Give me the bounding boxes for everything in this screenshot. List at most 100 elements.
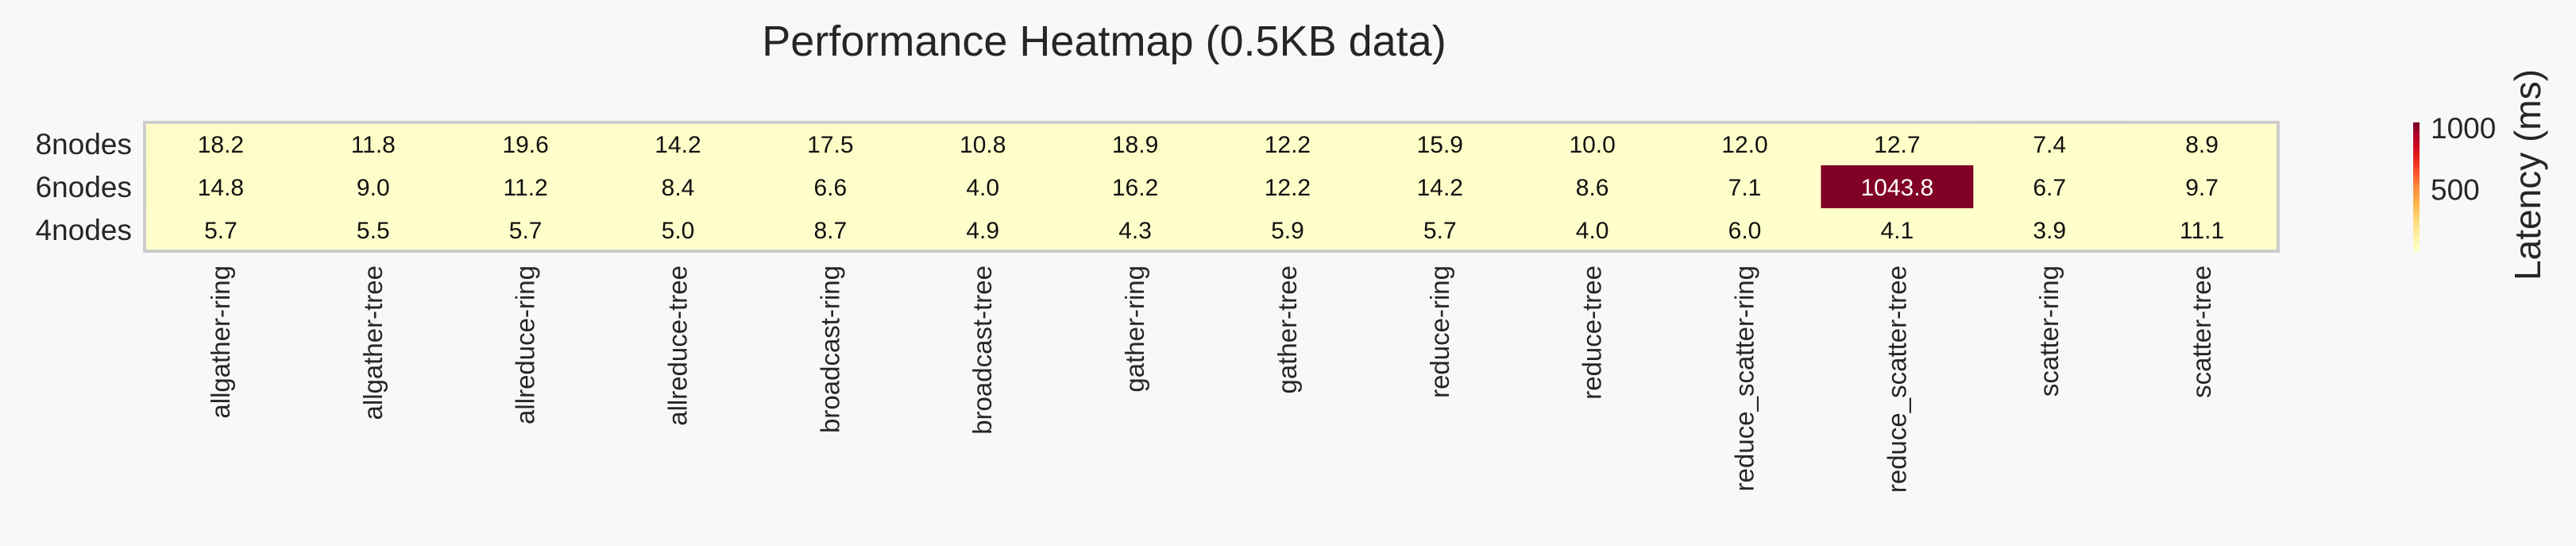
cell-value-label: 5.7 [204, 218, 238, 244]
colorbar-segment [2413, 210, 2420, 213]
colorbar-segment [2413, 158, 2420, 162]
colorbar-segment [2413, 234, 2420, 237]
heatmap-cell [1821, 208, 1974, 252]
heatmap-cell [2126, 165, 2279, 209]
heatmap-cell [906, 165, 1060, 209]
heatmap-cell [1516, 165, 1670, 209]
colorbar-segment [2413, 163, 2420, 166]
cell-value-label: 6.6 [813, 175, 847, 201]
cell-value-label: 18.9 [1112, 132, 1158, 158]
heatmap-cell [601, 165, 755, 209]
row-label: 6nodes [36, 171, 132, 203]
cell-value-label: 4.9 [966, 218, 999, 244]
column-label: broadcast-ring [815, 265, 844, 433]
colorbar-segment [2413, 172, 2420, 175]
colorbar-segment [2413, 129, 2420, 132]
cell-value-label: 14.2 [655, 132, 701, 158]
colorbar-segment [2413, 137, 2420, 141]
heatmap-cell [906, 122, 1060, 166]
heatmap-cell [296, 165, 450, 209]
colorbar-segment [2413, 124, 2420, 127]
row-labels: 8nodes 6nodes 4nodes [36, 128, 132, 246]
heatmap-cell [1668, 165, 1821, 209]
colorbar-segment [2413, 178, 2420, 181]
colorbar-segment [2413, 187, 2420, 190]
cell-value-label: 15.9 [1417, 132, 1463, 158]
colorbar-label: Latency (ms) [2507, 69, 2548, 281]
colorbar-segment [2413, 148, 2420, 151]
cell-value-label: 9.7 [2185, 175, 2219, 201]
heatmap-cell [145, 165, 298, 209]
heatmap-cell [1668, 208, 1821, 252]
heatmap-cell [1363, 208, 1517, 252]
heatmap-cell [2126, 122, 2279, 166]
column-label: allreduce-ring [511, 265, 540, 424]
colorbar-segment [2413, 199, 2420, 203]
heatmap-cell [1211, 165, 1365, 209]
colorbar-segment [2413, 130, 2420, 134]
column-label: gather-tree [1273, 265, 1302, 393]
heatmap-cell [601, 208, 755, 252]
colorbar-segment [2413, 122, 2420, 126]
column-label: scatter-tree [2187, 265, 2216, 398]
colorbar-segment [2413, 141, 2420, 145]
column-label: reduce-tree [1578, 265, 1607, 400]
colorbar-segment [2413, 230, 2420, 233]
colorbar-segment [2413, 180, 2420, 184]
cell-value-label: 12.0 [1721, 132, 1767, 158]
colorbar-segment [2413, 236, 2420, 239]
cell-value-label: 8.4 [662, 175, 695, 201]
cell-value-label: 11.1 [2180, 218, 2224, 244]
colorbar-segment [2413, 242, 2420, 246]
cell-value-label: 4.0 [966, 175, 999, 201]
colorbar-segment [2413, 126, 2420, 130]
heatmap-cell [2126, 208, 2279, 252]
heatmap-cell [1973, 208, 2126, 252]
cell-value-label: 1043.8 [1860, 175, 1933, 201]
colorbar-segment [2413, 221, 2420, 224]
cell-value-label: 11.8 [351, 132, 396, 158]
cell-value-label: 12.2 [1265, 132, 1311, 158]
heatmap-cell [1668, 122, 1821, 166]
heatmap-cell [449, 122, 603, 166]
heatmap-cell [1059, 165, 1212, 209]
cell-value-label: 18.2 [198, 132, 244, 158]
colorbar-segment [2413, 197, 2420, 200]
cell-value-label: 5.9 [1271, 218, 1304, 244]
colorbar-segment [2413, 203, 2420, 207]
heatmap-cell [1059, 122, 1212, 166]
cell-value-label: 4.0 [1576, 218, 1609, 244]
heatmap-cell [1211, 208, 1365, 252]
colorbar-segment [2413, 225, 2420, 228]
colorbar-segment [2413, 173, 2420, 177]
colorbar-segment [2413, 150, 2420, 153]
cell-value-label: 19.6 [502, 132, 548, 158]
colorbar-segment [2413, 208, 2420, 211]
colorbar-segment [2413, 169, 2420, 172]
cell-value-label: 8.9 [2185, 132, 2219, 158]
colorbar-segment [2413, 165, 2420, 168]
cell-value-label: 7.4 [2033, 132, 2066, 158]
colorbar-segment [2413, 139, 2420, 142]
cell-value-label: 12.2 [1265, 175, 1311, 201]
colorbar-segment [2413, 215, 2420, 218]
column-label: allgather-ring [206, 265, 235, 419]
cell-value-label: 4.1 [1880, 218, 1914, 244]
colorbar-segment [2413, 144, 2420, 147]
column-label: reduce_scatter-ring [1730, 265, 1759, 491]
column-label: allreduce-tree [663, 265, 693, 426]
heatmap-cell [754, 208, 907, 252]
colorbar-tick-label: 1000 [2431, 112, 2496, 145]
colorbar-segment [2413, 219, 2420, 222]
colorbar-segment [2413, 188, 2420, 192]
heatmap-cell [296, 122, 450, 166]
colorbar: 500 1000 [2413, 112, 2496, 252]
chart-title: Performance Heatmap (0.5KB data) [762, 17, 1446, 65]
cell-value-label: 5.7 [509, 218, 543, 244]
colorbar-segment [2413, 195, 2420, 199]
cell-value-label: 3.9 [2033, 218, 2066, 244]
heatmap-cell [1973, 122, 2126, 166]
cell-value-label: 5.7 [1423, 218, 1457, 244]
heatmap-cell [1363, 165, 1517, 209]
